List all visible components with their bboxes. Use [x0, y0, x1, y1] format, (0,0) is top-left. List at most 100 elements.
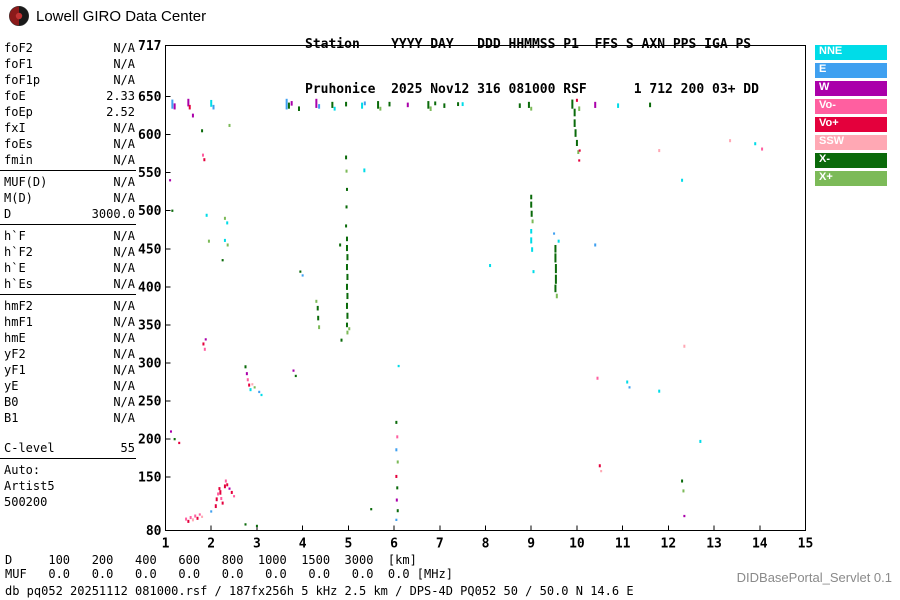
param-value: N/A — [113, 191, 135, 205]
legend-item-nne: NNE — [815, 45, 887, 60]
muf-row: MUF 0.0 0.0 0.0 0.0 0.0 0.0 0.0 0.0 0.0 … — [5, 567, 453, 581]
panel-separator — [0, 224, 136, 225]
param-row: yF1 N/A — [4, 362, 135, 378]
y-tick-label: 80 — [146, 524, 162, 539]
param-label: hmF1 — [4, 315, 33, 329]
param-label: fxI — [4, 121, 26, 135]
distance-row: D 100 200 400 600 800 1000 1500 3000 [km… — [5, 553, 417, 567]
param-label: foF2 — [4, 41, 33, 55]
x-tick-label: 8 — [482, 537, 490, 552]
param-row: foEs N/A — [4, 136, 135, 152]
param-value: N/A — [113, 411, 135, 425]
param-row: B0 N/A — [4, 394, 135, 410]
x-tick-label: 9 — [527, 537, 535, 552]
y-tick-label: 450 — [138, 242, 162, 257]
param-row: foF1 N/A — [4, 56, 135, 72]
param-row: fxI N/A — [4, 120, 135, 136]
param-row: M(D) N/A — [4, 190, 135, 206]
param-value: N/A — [113, 245, 135, 259]
param-label: hmE — [4, 331, 26, 345]
param-row: h`F2 N/A — [4, 244, 135, 260]
param-row: foEp 2.52 — [4, 104, 135, 120]
legend-item-ssw: SSW — [815, 135, 887, 150]
param-label: B0 — [4, 395, 19, 409]
legend-item-w: W — [815, 81, 887, 96]
param-value: N/A — [113, 153, 135, 167]
x-tick-label: 5 — [344, 537, 352, 552]
param-value: N/A — [113, 277, 135, 291]
x-tick-label: 10 — [569, 537, 585, 552]
brand: Lowell GIRO Data Center — [8, 5, 206, 27]
param-row: C-level 55 — [4, 440, 135, 456]
param-value: N/A — [113, 73, 135, 87]
y-tick-label: 717 — [138, 39, 161, 54]
param-value: N/A — [113, 229, 135, 243]
param-label: foF1 — [4, 57, 33, 71]
param-row: fmin N/A — [4, 152, 135, 168]
echo-points — [169, 98, 764, 528]
param-row: MUF(D) N/A — [4, 174, 135, 190]
auto-line: 500200 — [4, 495, 48, 509]
param-value: N/A — [113, 57, 135, 71]
param-label: fmin — [4, 153, 33, 167]
param-row: yE N/A — [4, 378, 135, 394]
y-tick-label: 650 — [138, 90, 162, 105]
x-tick-label: 15 — [798, 537, 814, 552]
param-value: N/A — [113, 261, 135, 275]
panel-separator — [0, 294, 136, 295]
param-label: h`E — [4, 261, 26, 275]
param-value: 3000.0 — [91, 207, 135, 221]
param-value: N/A — [113, 299, 135, 313]
x-tick-label: 1 — [162, 537, 170, 552]
y-tick-label: 350 — [138, 318, 162, 333]
param-row: foE 2.33 — [4, 88, 135, 104]
param-label: M(D) — [4, 191, 33, 205]
x-tick-label: 3 — [253, 537, 261, 552]
param-row: h`Es N/A — [4, 276, 135, 292]
y-tick-label: 300 — [138, 356, 162, 371]
app-title: Lowell GIRO Data Center — [36, 7, 207, 25]
station-header-line2: Pruhonice 2025 Nov12 316 081000 RSF 1 71… — [305, 82, 759, 97]
param-value: N/A — [113, 347, 135, 361]
panel-gap — [4, 426, 135, 440]
param-value: N/A — [113, 121, 135, 135]
param-value: N/A — [113, 395, 135, 409]
param-row: hmE N/A — [4, 330, 135, 346]
parameter-panel: foF2 N/A foF1 N/A foF1p N/A foE 2.33 foEp 2.52 fxI… — [0, 40, 136, 510]
param-label: foE — [4, 89, 26, 103]
panel-separator — [0, 170, 136, 171]
servlet-version-label: DIDBasePortal_Servlet 0.1 — [736, 570, 892, 585]
status-line: db pq052 20251112 081000.rsf / 187fx256h… — [5, 584, 634, 598]
param-row: foF1p N/A — [4, 72, 135, 88]
param-label: C-level — [4, 441, 55, 455]
legend-item-vo: Vo+ — [815, 117, 887, 132]
param-row: hmF1 N/A — [4, 314, 135, 330]
param-label: B1 — [4, 411, 19, 425]
station-header-line1: Station YYYY DAY DDD HHMMSS P1 FFS S AXN… — [305, 37, 752, 52]
param-label: hmF2 — [4, 299, 33, 313]
auto-line: Artist5 — [4, 479, 55, 493]
y-tick-label: 500 — [138, 204, 162, 219]
x-tick-label: 2 — [207, 537, 215, 552]
x-tick-label: 4 — [299, 537, 307, 552]
y-tick-label: 150 — [138, 471, 162, 486]
param-label: h`Es — [4, 277, 33, 291]
legend-item-vo: Vo- — [815, 99, 887, 114]
param-value: 2.52 — [106, 105, 135, 119]
param-label: foEs — [4, 137, 33, 151]
giro-globe-icon — [9, 6, 29, 26]
param-label: D — [4, 207, 12, 221]
panel-separator — [0, 458, 136, 459]
param-label: yF2 — [4, 347, 26, 361]
x-tick-label: 11 — [615, 537, 631, 552]
param-value: N/A — [113, 331, 135, 345]
param-label: yF1 — [4, 363, 26, 377]
param-label: foF1p — [4, 73, 41, 87]
param-row: foF2 N/A — [4, 40, 135, 56]
x-tick-label: 7 — [436, 537, 444, 552]
param-label: h`F — [4, 229, 26, 243]
y-tick-label: 600 — [138, 128, 162, 143]
param-value: 2.33 — [106, 89, 135, 103]
param-row: yF2 N/A — [4, 346, 135, 362]
param-label: h`F2 — [4, 245, 33, 259]
